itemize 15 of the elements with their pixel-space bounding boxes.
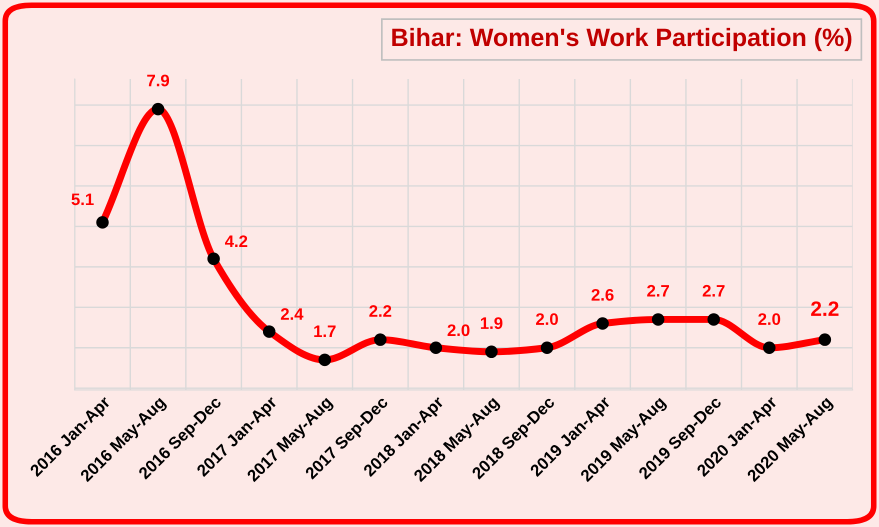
chart-title: Bihar: Women's Work Participation (%)	[392, 28, 852, 52]
data-label: 2.2	[811, 301, 838, 316]
data-label: 7.9	[147, 74, 170, 86]
data-label: 2.6	[592, 288, 614, 301]
data-label: 2.0	[758, 313, 780, 326]
data-label: 4.2	[224, 235, 248, 247]
data-label: 1.9	[480, 317, 502, 330]
data-label: 2.2	[369, 305, 392, 317]
data-label: 1.7	[314, 326, 336, 337]
data-label: 2.4	[280, 308, 304, 320]
data-label: 2.0	[536, 313, 558, 326]
data-label: 5.1	[72, 194, 94, 206]
data-label: 2.0	[448, 324, 470, 336]
data-label: 2.7	[647, 284, 670, 297]
data-label: 2.7	[702, 284, 725, 297]
